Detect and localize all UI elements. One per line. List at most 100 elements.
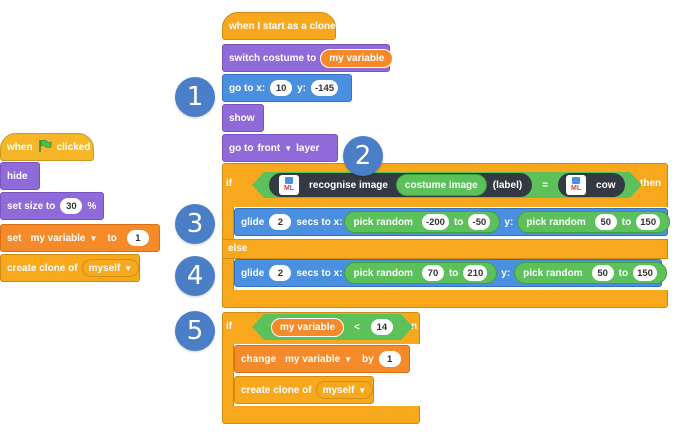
- glide-secs-input[interactable]: 2: [269, 265, 292, 281]
- recognise-image-reporter[interactable]: ML recognise image costume image (label): [269, 173, 533, 197]
- y-label: y:: [504, 216, 514, 228]
- if-label: if: [226, 321, 233, 332]
- set-size-block[interactable]: set size to 30 %: [0, 192, 104, 220]
- costume-image-reporter[interactable]: costume image: [395, 174, 487, 196]
- if-label: if: [226, 178, 233, 189]
- x-min-input[interactable]: 70: [421, 265, 444, 281]
- step-badge-3: 3: [175, 204, 215, 244]
- when-start-as-clone-block[interactable]: when I start as a clone: [222, 12, 336, 40]
- clone-target: myself: [322, 384, 355, 396]
- if-footer: [222, 290, 668, 308]
- chevron-down-icon: ▼: [344, 354, 352, 364]
- y-min-input[interactable]: 50: [594, 214, 617, 230]
- layer-dropdown[interactable]: front ▼: [257, 143, 292, 154]
- hide-block[interactable]: hide: [0, 162, 40, 190]
- step-badge-4: 4: [175, 256, 215, 296]
- switch-costume-label: switch costume to: [229, 52, 317, 64]
- set-value-input[interactable]: 1: [126, 230, 149, 246]
- pick-random-x-reporter[interactable]: pick random -200 to -50: [344, 211, 501, 233]
- show-label: show: [229, 112, 255, 124]
- recognise-label: recognise image: [309, 179, 388, 191]
- layer-label: layer: [296, 142, 320, 154]
- my-variable-reporter[interactable]: my variable: [271, 317, 345, 337]
- pick-random-label: pick random: [523, 267, 583, 279]
- less-than-operator: <: [354, 321, 360, 333]
- create-clone-block-2[interactable]: create clone of myself ▼: [234, 376, 374, 404]
- glide-secs-input[interactable]: 2: [269, 214, 292, 230]
- change-value-input[interactable]: 1: [378, 351, 401, 367]
- y-min-input[interactable]: 50: [591, 265, 614, 281]
- x-input[interactable]: 10: [270, 80, 293, 96]
- clone-target-dropdown[interactable]: myself ▼: [315, 381, 374, 399]
- x-max-input[interactable]: 210: [463, 265, 488, 281]
- equals-operator: =: [542, 179, 549, 191]
- if2-footer: [222, 406, 420, 424]
- hat-label: when I start as a clone: [229, 20, 336, 32]
- glide-label: glide: [241, 216, 265, 228]
- to-label: to: [448, 267, 459, 279]
- glide-block-2[interactable]: glide 2 secs to x: pick random 70 to 210…: [234, 259, 667, 287]
- clone-target: myself: [88, 262, 121, 274]
- costume-variable-reporter[interactable]: my variable: [320, 48, 394, 68]
- hide-label: hide: [7, 170, 28, 182]
- pick-random-label: pick random: [526, 216, 586, 228]
- y-max-input[interactable]: 150: [633, 265, 657, 281]
- step-badge-1: 1: [175, 77, 215, 117]
- when-flag-clicked-block[interactable]: when clicked: [0, 133, 94, 161]
- y-input[interactable]: -145: [311, 80, 339, 96]
- size-input[interactable]: 30: [60, 198, 83, 214]
- compare-value-input[interactable]: 14: [370, 319, 393, 335]
- secs-to-x-label: secs to x:: [296, 216, 343, 228]
- to-label: to: [618, 267, 629, 279]
- then-label: then: [640, 178, 662, 189]
- pick-random-x-reporter[interactable]: pick random 70 to 210: [344, 262, 498, 284]
- chevron-down-icon: ▼: [124, 263, 133, 273]
- else-bar: [222, 239, 668, 259]
- set-label: set: [7, 232, 22, 244]
- variable-name: my variable: [30, 232, 86, 244]
- if2-arm: [222, 344, 234, 406]
- switch-costume-block[interactable]: switch costume to my variable: [222, 44, 394, 72]
- go-to-xy-block[interactable]: go to x: 10 y: -145: [222, 74, 352, 102]
- less-than-condition[interactable]: my variable < 14: [252, 314, 413, 340]
- secs-to-x-label: secs to x:: [296, 267, 343, 279]
- variable-dropdown[interactable]: my variable ▼: [285, 354, 352, 365]
- chevron-down-icon: ▼: [89, 233, 98, 243]
- x-max-input[interactable]: -50: [468, 214, 491, 230]
- clone-target-dropdown[interactable]: myself ▼: [81, 259, 140, 277]
- machine-learning-icon: ML: [279, 175, 299, 195]
- x-min-input[interactable]: -200: [421, 214, 449, 230]
- cow-label-reporter[interactable]: ML cow: [558, 173, 626, 197]
- to-label: to: [453, 216, 464, 228]
- label-suffix: (label): [492, 179, 523, 191]
- y-label: y:: [297, 82, 307, 94]
- change-variable-block[interactable]: change my variable ▼ by 1: [234, 345, 410, 373]
- else-label: else: [228, 243, 248, 254]
- cow-label: cow: [596, 179, 616, 191]
- variable-dropdown[interactable]: my variable ▼: [30, 233, 97, 244]
- equals-condition[interactable]: ML recognise image costume image (label)…: [252, 172, 643, 198]
- clicked-label: clicked: [56, 141, 91, 153]
- create-clone-block[interactable]: create clone of myself ▼: [0, 254, 140, 282]
- pick-random-y-reporter[interactable]: pick random 50 to 150: [517, 211, 671, 233]
- go-to-layer-block[interactable]: go to front ▼ layer: [222, 134, 338, 162]
- set-size-label: set size to: [7, 200, 56, 212]
- create-clone-label: create clone of: [241, 384, 312, 396]
- to-label: to: [621, 216, 632, 228]
- pick-random-y-reporter[interactable]: pick random 50 to 150: [514, 262, 667, 284]
- layer-value: front: [257, 142, 281, 154]
- variable-name: my variable: [285, 353, 341, 365]
- green-flag-icon: [38, 139, 52, 156]
- set-variable-block[interactable]: set my variable ▼ to 1: [0, 224, 160, 252]
- y-max-input[interactable]: 150: [636, 214, 661, 230]
- percent-label: %: [87, 200, 97, 212]
- step-badge-5: 5: [175, 311, 215, 351]
- go-to-label: go to: [229, 142, 254, 154]
- go-to-x-label: go to x:: [229, 82, 266, 94]
- chevron-down-icon: ▼: [284, 143, 293, 153]
- glide-label: glide: [241, 267, 265, 279]
- pick-random-label: pick random: [353, 216, 413, 228]
- show-block[interactable]: show: [222, 104, 264, 132]
- glide-block-1[interactable]: glide 2 secs to x: pick random -200 to -…: [234, 208, 671, 236]
- machine-learning-icon: ML: [566, 175, 587, 195]
